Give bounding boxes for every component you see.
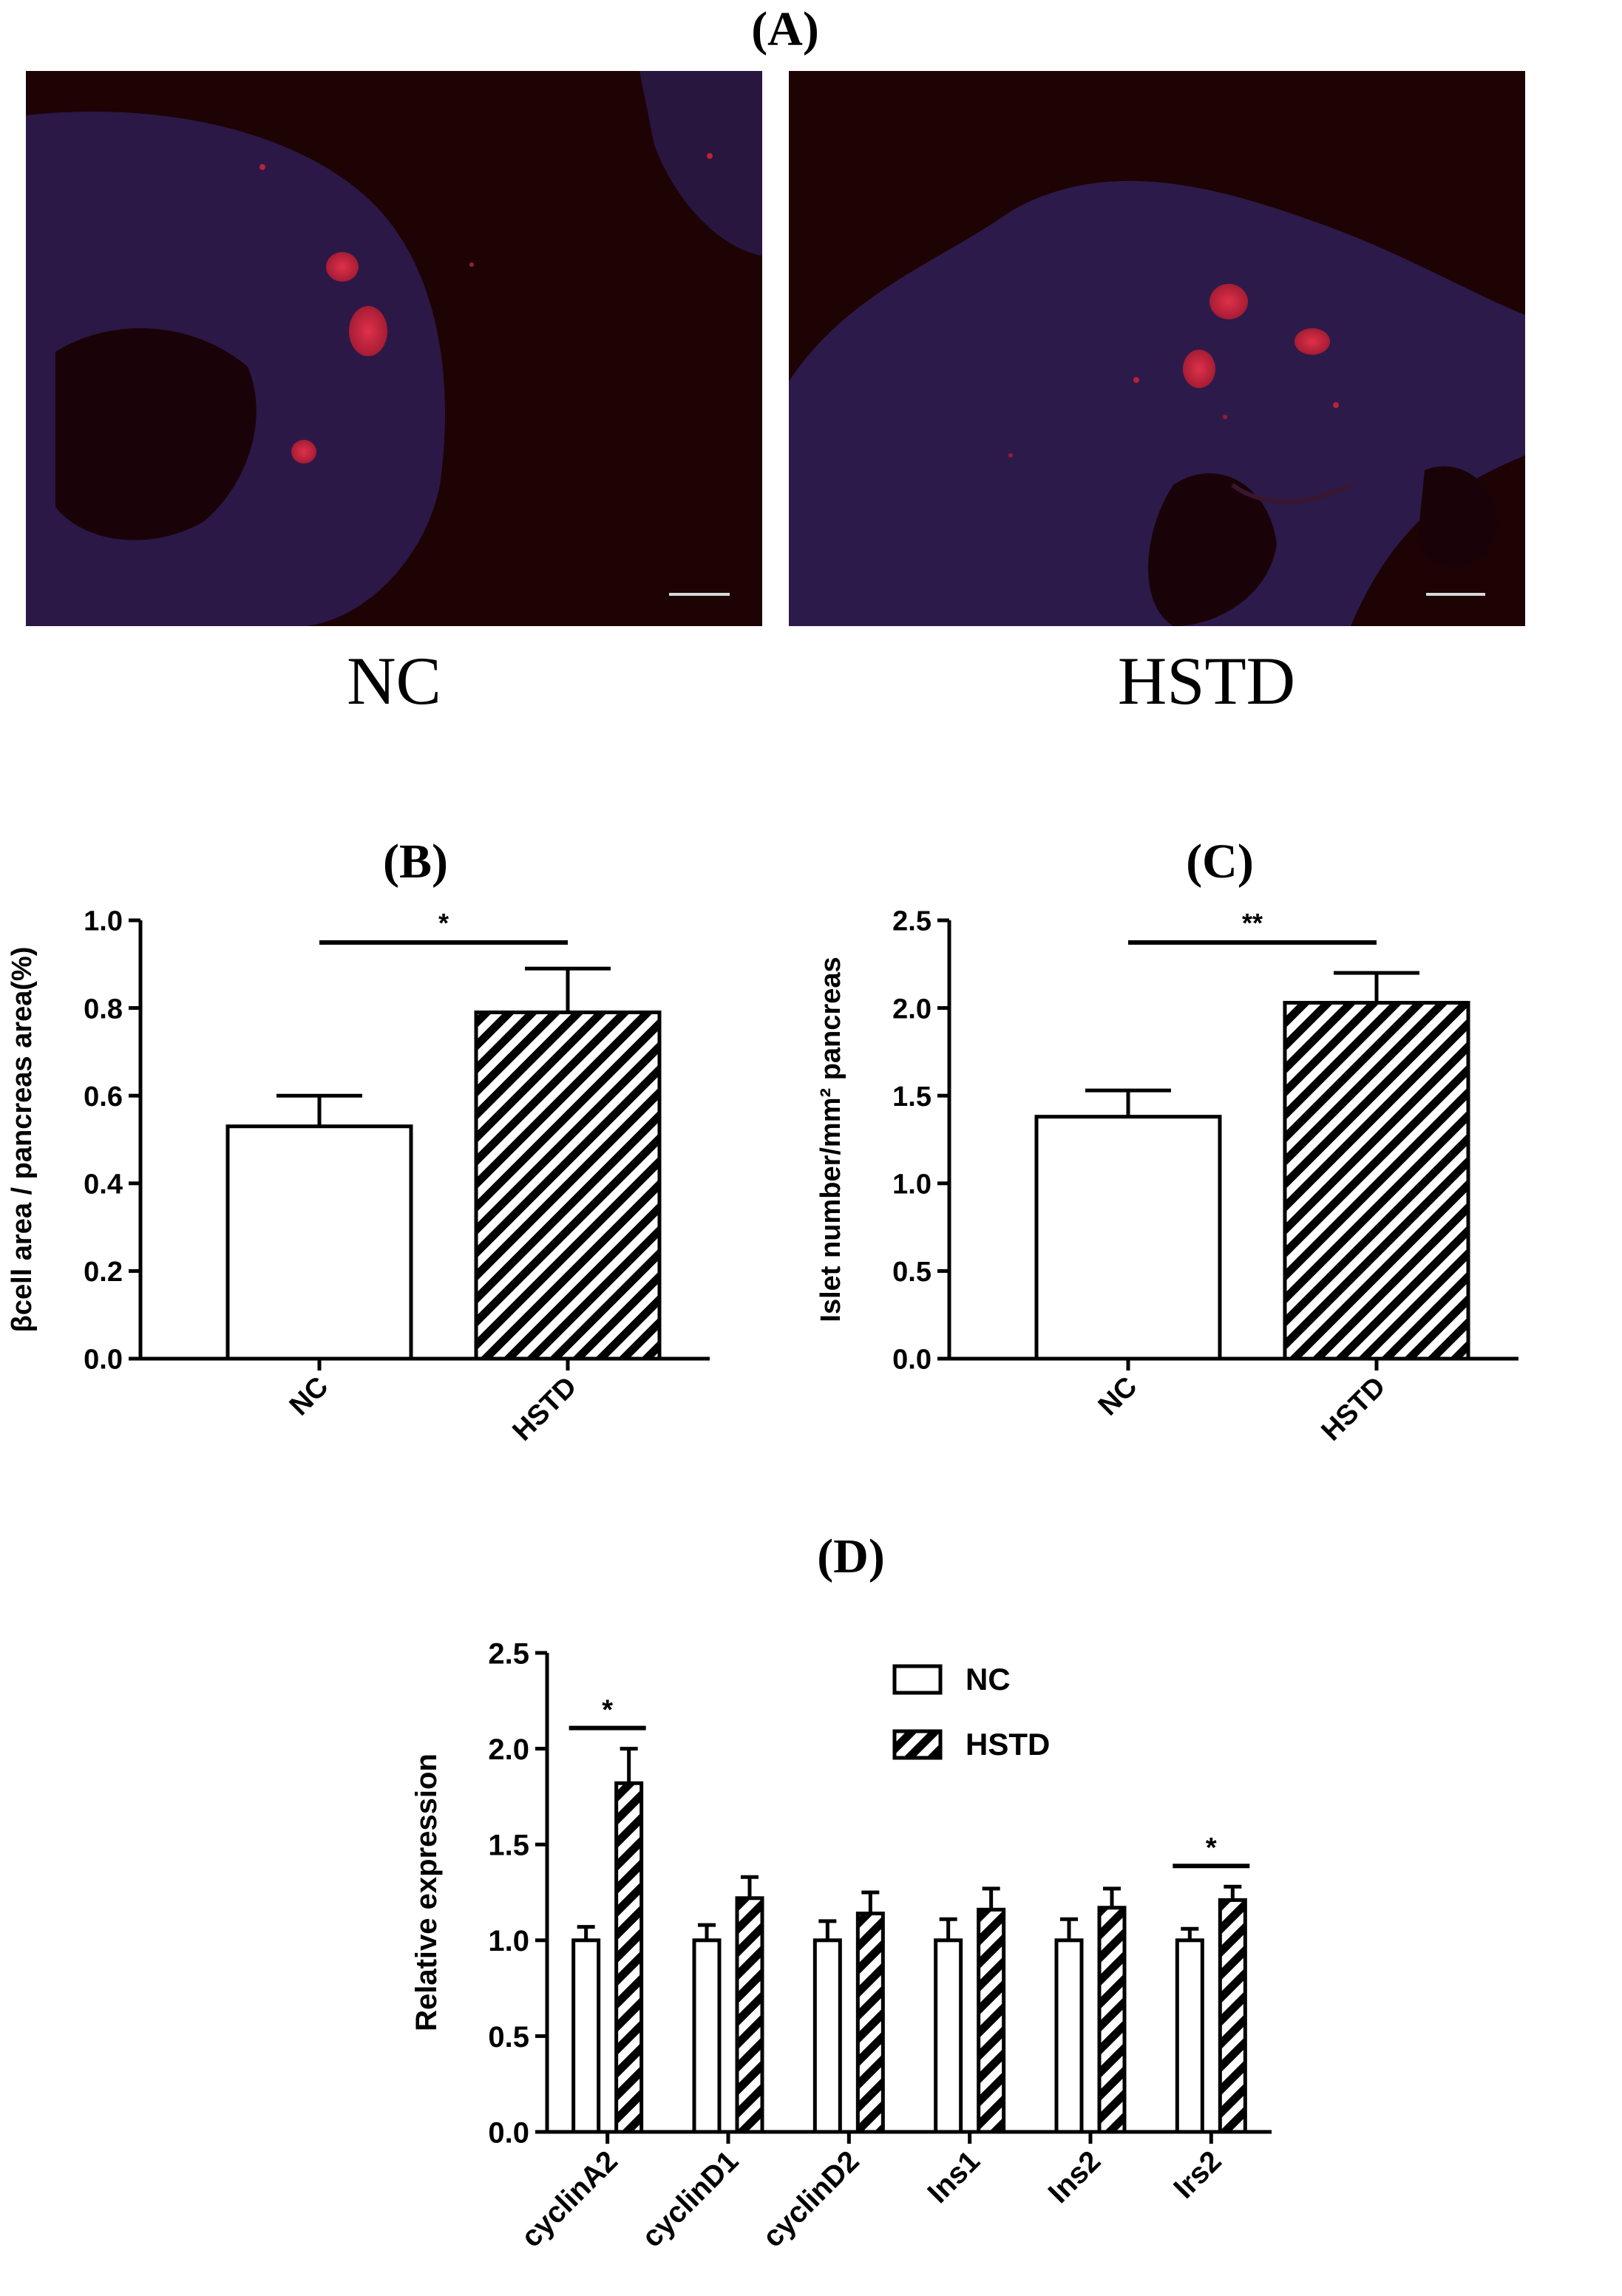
panel-b-label: (B) bbox=[383, 835, 448, 889]
x-tick-label: NC bbox=[284, 1371, 335, 1422]
significance-label: * bbox=[1206, 1833, 1217, 1864]
x-tick-label: HSTD bbox=[507, 1371, 583, 1447]
bar-cyclind1-hstd bbox=[735, 1896, 764, 2134]
x-tick-label: Ins2 bbox=[1042, 2144, 1107, 2210]
bar-cyclind2-nc bbox=[812, 1938, 842, 2134]
chart-d: 0.0 0.5 1.0 1.5 2.0 2.5 Relative expression cyc… bbox=[410, 1637, 1272, 2254]
chart-c: 0.0 0.5 1.0 1.5 2.0 2.5 Islet number/mm² pancr… bbox=[815, 906, 1518, 1447]
panel-d-label: (D) bbox=[817, 1529, 885, 1583]
y-tick-label: 2.0 bbox=[892, 994, 932, 1025]
x-tick-label: cyclinD2 bbox=[756, 2144, 865, 2253]
bar-cyclind2-hstd bbox=[855, 1912, 885, 2134]
bar-hstd bbox=[474, 1011, 662, 1361]
legend-swatch-hstd bbox=[892, 1729, 943, 1760]
y-tick-label: 1.5 bbox=[892, 1081, 932, 1113]
bar-ins1-hstd bbox=[977, 1907, 1006, 2134]
y-tick-label: 1.0 bbox=[84, 906, 123, 937]
micrograph-hstd-image bbox=[789, 71, 1525, 626]
y-tick-label: 0.8 bbox=[84, 994, 123, 1025]
micrograph-nc-image bbox=[26, 71, 762, 626]
x-tick-label: cyclinD1 bbox=[636, 2144, 744, 2253]
y-axis-title: Islet number/mm² pancreas bbox=[815, 957, 846, 1322]
legend-swatch-nc bbox=[892, 1664, 943, 1695]
y-tick-label: 1.0 bbox=[892, 1169, 932, 1200]
panel-c-label: (C) bbox=[1186, 835, 1254, 889]
significance-label: * bbox=[438, 908, 449, 938]
y-tick-label: 0.0 bbox=[892, 1345, 932, 1376]
micrograph-nc bbox=[26, 71, 762, 626]
y-tick-label: 0.5 bbox=[488, 2021, 529, 2054]
bar-cyclina2-nc bbox=[571, 1938, 601, 2134]
chart-b: 0.0 0.2 0.4 0.6 0.8 1.0 βcell area / pancreas … bbox=[7, 906, 710, 1447]
significance-label: ** bbox=[1242, 908, 1263, 938]
legend-label-nc: NC bbox=[966, 1662, 1011, 1696]
bar-ins2-hstd bbox=[1097, 1906, 1127, 2134]
micrograph-nc-caption: NC bbox=[347, 643, 441, 719]
bar-irs2-hstd bbox=[1218, 1898, 1247, 2134]
y-tick-label: 0.0 bbox=[488, 2116, 529, 2149]
bar-cyclina2-hstd bbox=[614, 1781, 644, 2134]
y-tick-label: 0.2 bbox=[84, 1257, 123, 1288]
y-axis-title: Relative expression bbox=[410, 1753, 443, 2031]
x-tick-label: HSTD bbox=[1316, 1371, 1392, 1447]
bar-cyclind1-nc bbox=[692, 1938, 722, 2134]
y-tick-label: 2.5 bbox=[488, 1637, 529, 1670]
bar-irs2-nc bbox=[1175, 1938, 1204, 2134]
bar-nc bbox=[225, 1124, 413, 1361]
bar-ins2-nc bbox=[1054, 1938, 1084, 2134]
y-tick-label: 0.6 bbox=[84, 1081, 123, 1113]
x-tick-label: Irs2 bbox=[1167, 2144, 1227, 2204]
micrograph-hstd bbox=[789, 71, 1525, 626]
y-tick-label: 1.0 bbox=[488, 1925, 529, 1957]
y-tick-label: 2.0 bbox=[488, 1733, 529, 1766]
micrograph-hstd-caption: HSTD bbox=[1117, 643, 1296, 719]
bar-nc bbox=[1034, 1115, 1222, 1361]
x-tick-label: cyclinA2 bbox=[515, 2144, 624, 2253]
y-tick-label: 1.5 bbox=[488, 1830, 529, 1862]
x-tick-label: Ins1 bbox=[921, 2144, 986, 2210]
bar-hstd bbox=[1283, 1000, 1470, 1361]
legend-label-hstd: HSTD bbox=[966, 1727, 1050, 1762]
y-tick-label: 2.5 bbox=[892, 906, 932, 937]
y-axis-title: βcell area / pancreas area(%) bbox=[7, 947, 38, 1333]
y-tick-label: 0.5 bbox=[892, 1257, 932, 1288]
bar-ins1-nc bbox=[934, 1938, 963, 2134]
x-tick-label: NC bbox=[1093, 1371, 1144, 1422]
y-tick-label: 0.0 bbox=[84, 1345, 123, 1376]
significance-label: * bbox=[602, 1695, 613, 1726]
y-tick-label: 0.4 bbox=[84, 1169, 123, 1200]
panel-a-label: (A) bbox=[751, 2, 819, 56]
